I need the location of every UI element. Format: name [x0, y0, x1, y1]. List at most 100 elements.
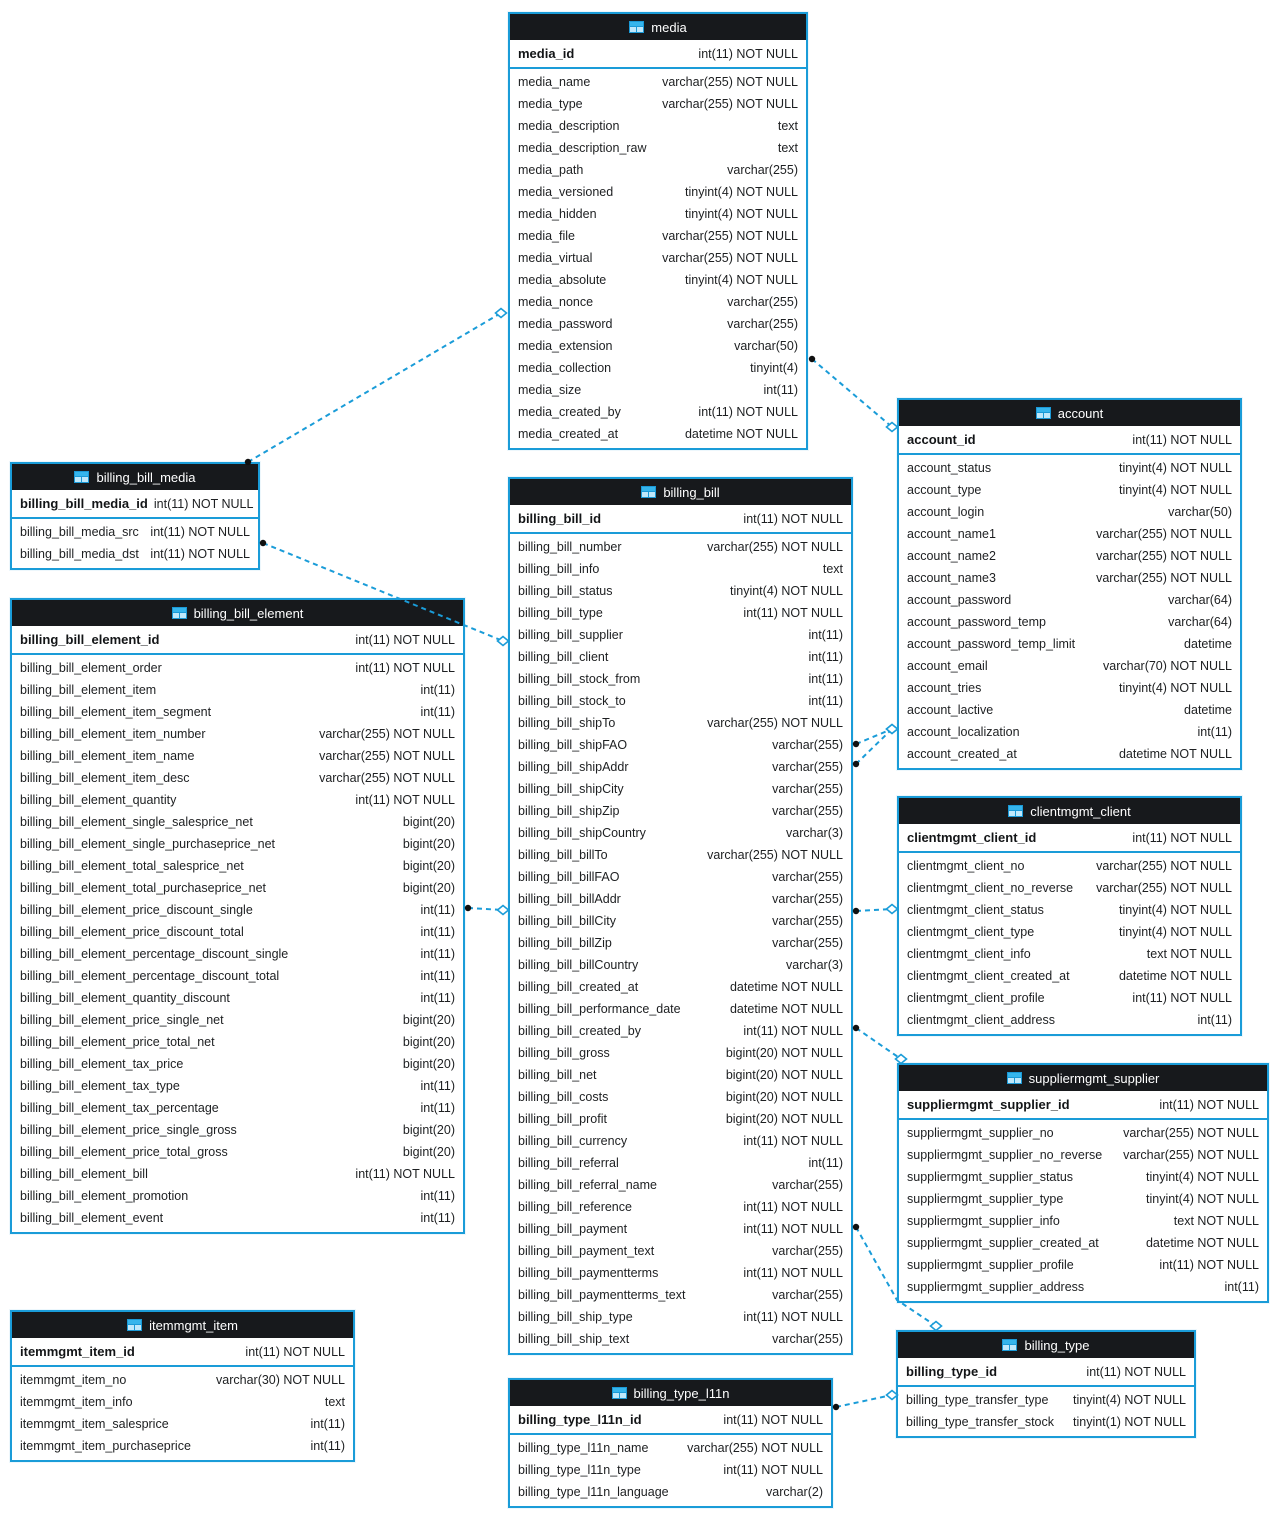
field-name: billing_bill_element_event: [20, 1211, 164, 1225]
field-row: billing_bill_billCity varchar(255): [510, 910, 851, 932]
field-type: varchar(255): [727, 317, 798, 331]
pk-row: media_id int(11) NOT NULL: [510, 40, 806, 69]
field-name: suppliermgmt_supplier_type: [907, 1192, 1064, 1206]
table-header[interactable]: media: [510, 14, 806, 40]
table-clientmgmt_client[interactable]: clientmgmt_client clientmgmt_client_id int…: [897, 796, 1242, 1036]
field-row: media_description text: [510, 115, 806, 137]
field-row: billing_bill_shipCountry varchar(3): [510, 822, 851, 844]
table-billing_type[interactable]: billing_type billing_type_id int(11) NOT N…: [896, 1330, 1196, 1438]
pk-field-type: int(11) NOT NULL: [1086, 1364, 1186, 1379]
field-type: tinyint(4): [750, 361, 798, 375]
field-rows: billing_bill_media_src int(11) NOT NULL bi…: [12, 519, 258, 568]
field-row: billing_bill_paymentterms_text varchar(25…: [510, 1284, 851, 1306]
pk-row: billing_type_l11n_id int(11) NOT NULL: [510, 1406, 831, 1435]
table-suppliermgmt_supplier[interactable]: suppliermgmt_supplier suppliermgmt_suppli…: [897, 1063, 1269, 1303]
table-header[interactable]: account: [899, 400, 1240, 426]
pk-field-type: int(11) NOT NULL: [743, 511, 843, 526]
field-name: billing_bill_created_by: [518, 1024, 641, 1038]
field-name: billing_bill_created_at: [518, 980, 639, 994]
table-header[interactable]: clientmgmt_client: [899, 798, 1240, 824]
field-name: billing_bill_shipTo: [518, 716, 616, 730]
table-header[interactable]: suppliermgmt_supplier: [899, 1065, 1267, 1091]
field-row: billing_bill_element_price_discount_tota…: [12, 921, 463, 943]
field-type: varchar(255): [772, 760, 843, 774]
field-type: int(11): [310, 1417, 345, 1431]
table-icon: [1006, 1072, 1022, 1084]
field-name: account_name3: [907, 571, 996, 585]
field-row: billing_bill_element_single_salesprice_n…: [12, 811, 463, 833]
pk-field-name: billing_bill_media_id: [20, 496, 148, 511]
field-row: media_size int(11): [510, 379, 806, 401]
field-name: account_tries: [907, 681, 982, 695]
field-row: media_extension varchar(50): [510, 335, 806, 357]
field-row: account_password_temp varchar(64): [899, 611, 1240, 633]
table-billing_type_l11n[interactable]: billing_type_l11n billing_type_l11n_id int…: [508, 1378, 833, 1508]
field-rows: itemmgmt_item_no varchar(30) NOT NULL item…: [12, 1367, 353, 1460]
field-name: media_file: [518, 229, 575, 243]
field-type: varchar(255) NOT NULL: [1123, 1148, 1259, 1162]
field-row: media_type varchar(255) NOT NULL: [510, 93, 806, 115]
field-type: tinyint(4) NOT NULL: [685, 273, 798, 287]
field-type: varchar(255) NOT NULL: [1096, 859, 1232, 873]
field-type: varchar(255) NOT NULL: [1123, 1126, 1259, 1140]
table-billing_bill_media[interactable]: billing_bill_media billing_bill_media_id i…: [10, 462, 260, 570]
pk-field-name: clientmgmt_client_id: [907, 830, 1037, 845]
pk-row: billing_bill_id int(11) NOT NULL: [510, 505, 851, 534]
field-row: account_name2 varchar(255) NOT NULL: [899, 545, 1240, 567]
field-type: int(11) NOT NULL: [698, 405, 798, 419]
field-type: int(11): [420, 1211, 455, 1225]
field-row: account_lactive datetime: [899, 699, 1240, 721]
table-billing_bill_element[interactable]: billing_bill_element billing_bill_element…: [10, 598, 465, 1234]
field-type: int(11): [420, 683, 455, 697]
field-row: clientmgmt_client_status tinyint(4) NOT N…: [899, 899, 1240, 921]
field-row: billing_bill_element_event int(11): [12, 1207, 463, 1229]
pk-row: billing_bill_element_id int(11) NOT NULL: [12, 626, 463, 655]
field-row: billing_bill_element_item_segment int(11): [12, 701, 463, 723]
field-type: bigint(20): [402, 1013, 455, 1027]
field-row: billing_bill_info text: [510, 558, 851, 580]
table-account[interactable]: account account_id int(11) NOT NULL account…: [897, 398, 1242, 770]
table-billing_bill[interactable]: billing_bill billing_bill_id int(11) NOT N…: [508, 477, 853, 1355]
field-row: billing_bill_element_order int(11) NOT NU…: [12, 657, 463, 679]
field-name: billing_bill_status: [518, 584, 613, 598]
field-name: billing_bill_costs: [518, 1090, 609, 1104]
field-row: media_created_at datetime NOT NULL: [510, 423, 806, 445]
table-title: billing_type: [1024, 1337, 1090, 1353]
field-type: varchar(255): [772, 1244, 843, 1258]
table-header[interactable]: billing_type: [898, 1332, 1194, 1358]
field-name: billing_bill_billCity: [518, 914, 616, 928]
field-row: billing_bill_element_item int(11): [12, 679, 463, 701]
table-header[interactable]: billing_bill_element: [12, 600, 463, 626]
field-name: billing_bill_element_quantity: [20, 793, 177, 807]
field-rows: account_status tinyint(4) NOT NULL account…: [899, 455, 1240, 768]
field-row: suppliermgmt_supplier_type tinyint(4) NOT…: [899, 1188, 1267, 1210]
field-name: billing_bill_element_total_purchaseprice…: [20, 881, 266, 895]
field-type: int(11): [808, 1156, 843, 1170]
field-name: media_name: [518, 75, 591, 89]
field-row: billing_bill_media_src int(11) NOT NULL: [12, 521, 258, 543]
field-row: billing_type_l11n_language varchar(2): [510, 1481, 831, 1503]
field-type: varchar(255): [772, 738, 843, 752]
table-itemmgmt_item[interactable]: itemmgmt_item itemmgmt_item_id int(11) NOT…: [10, 1310, 355, 1462]
field-name: media_extension: [518, 339, 613, 353]
field-name: billing_bill_gross: [518, 1046, 610, 1060]
field-type: int(11) NOT NULL: [743, 606, 843, 620]
table-header[interactable]: billing_type_l11n: [510, 1380, 831, 1406]
field-name: account_password_temp: [907, 615, 1046, 629]
field-type: int(11) NOT NULL: [743, 1200, 843, 1214]
table-header[interactable]: billing_bill: [510, 479, 851, 505]
field-type: varchar(255) NOT NULL: [662, 251, 798, 265]
field-type: int(11) NOT NULL: [743, 1024, 843, 1038]
field-type: int(11): [763, 383, 798, 397]
field-type: tinyint(4) NOT NULL: [685, 185, 798, 199]
field-type: tinyint(4) NOT NULL: [1119, 483, 1232, 497]
field-name: billing_bill_element_total_salesprice_ne…: [20, 859, 244, 873]
field-name: itemmgmt_item_info: [20, 1395, 133, 1409]
field-type: datetime NOT NULL: [729, 1002, 843, 1016]
table-header[interactable]: itemmgmt_item: [12, 1312, 353, 1338]
field-name: billing_bill_shipFAO: [518, 738, 628, 752]
field-type: varchar(3): [786, 826, 843, 840]
table-header[interactable]: billing_bill_media: [12, 464, 258, 490]
field-type: int(11) NOT NULL: [743, 1310, 843, 1324]
